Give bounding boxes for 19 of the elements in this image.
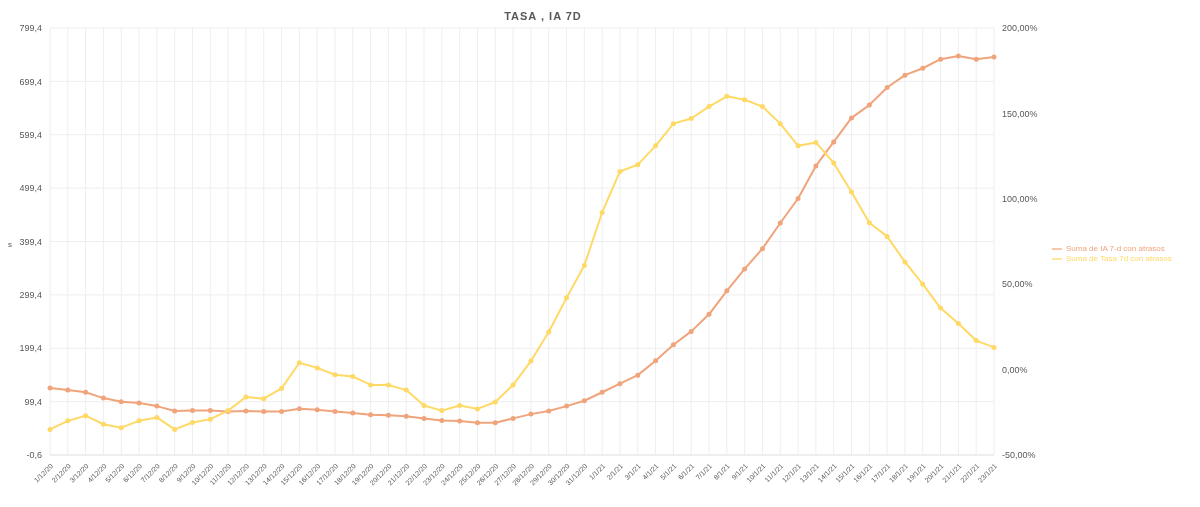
y2-tick-label: 200,00% [1002,23,1038,34]
y-tick-label: -0,6 [26,450,42,461]
y-axis-title: s [8,240,12,249]
y-tick-label: 799,4 [19,23,42,34]
y2-tick-label: 50,00% [1002,279,1033,290]
y2-tick-label: 100,00% [1002,194,1038,204]
legend-label: Suma de Tasa 7d con atrasos [1066,253,1172,263]
y-tick-label: 99,4 [24,396,42,407]
y-tick-label: 499,4 [19,183,42,194]
y2-tick-label: 150,00% [1002,108,1038,119]
y-tick-label: 199,4 [19,343,42,354]
chart-title: TASA , IA 7D [503,10,583,22]
y-tick-label: 599,4 [19,129,42,140]
y-tick-label: 699,4 [19,76,42,87]
legend-label: Suma de IA 7-d con atrasos [1066,243,1165,253]
y-tick-label: 399,4 [19,236,42,247]
y-tick-label: 299,4 [19,290,42,301]
y2-tick-label: -50,00% [1002,450,1036,461]
y2-tick-label: 0,00% [1002,364,1028,375]
